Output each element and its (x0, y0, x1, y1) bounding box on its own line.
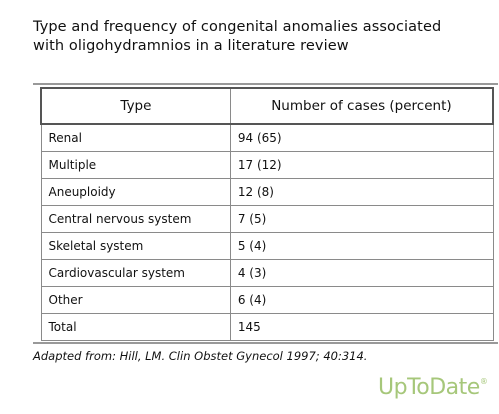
cell-type: Central nervous system (40, 205, 231, 233)
table-row: Cardiovascular system 4 (3) (40, 259, 494, 287)
cell-cases: 145 (229, 313, 494, 341)
registered-mark: ® (479, 377, 488, 386)
cell-type: Multiple (40, 151, 231, 179)
cell-type: Other (40, 286, 231, 314)
page-title: Type and frequency of congenital anomali… (33, 19, 442, 54)
top-divider (33, 83, 498, 85)
source-citation: Adapted from: Hill, LM. Clin Obstet Gyne… (33, 349, 368, 363)
cell-type: Aneuploidy (40, 178, 231, 206)
cell-cases: 94 (65) (229, 123, 494, 152)
cell-cases: 5 (4) (229, 232, 494, 260)
logo-text: UpToDate (378, 375, 480, 400)
table-row: Aneuploidy 12 (8) (40, 178, 494, 206)
table-row: Renal 94 (65) (40, 123, 494, 152)
cell-cases: 6 (4) (229, 286, 494, 314)
bottom-divider (33, 342, 498, 344)
cell-cases: 17 (12) (229, 151, 494, 179)
column-header-cases: Number of cases (percent) (229, 87, 494, 125)
cell-cases: 12 (8) (229, 178, 494, 206)
cell-type: Skeletal system (40, 232, 231, 260)
table-row-total: Total 145 (40, 313, 494, 341)
table-row: Multiple 17 (12) (40, 151, 494, 179)
cell-type: Cardiovascular system (40, 259, 231, 287)
table-row: Skeletal system 5 (4) (40, 232, 494, 260)
cell-cases: 7 (5) (229, 205, 494, 233)
uptodate-logo: UpToDate® (378, 375, 488, 400)
table-header-row: Type Number of cases (percent) (39, 87, 494, 125)
table-row: Other 6 (4) (40, 286, 494, 314)
anomalies-table: Type Number of cases (percent) Renal 94 … (39, 87, 494, 341)
cell-type: Total (40, 313, 231, 341)
cell-type: Renal (40, 123, 231, 152)
cell-cases: 4 (3) (229, 259, 494, 287)
table-row: Central nervous system 7 (5) (40, 205, 494, 233)
column-header-type: Type (39, 87, 231, 125)
